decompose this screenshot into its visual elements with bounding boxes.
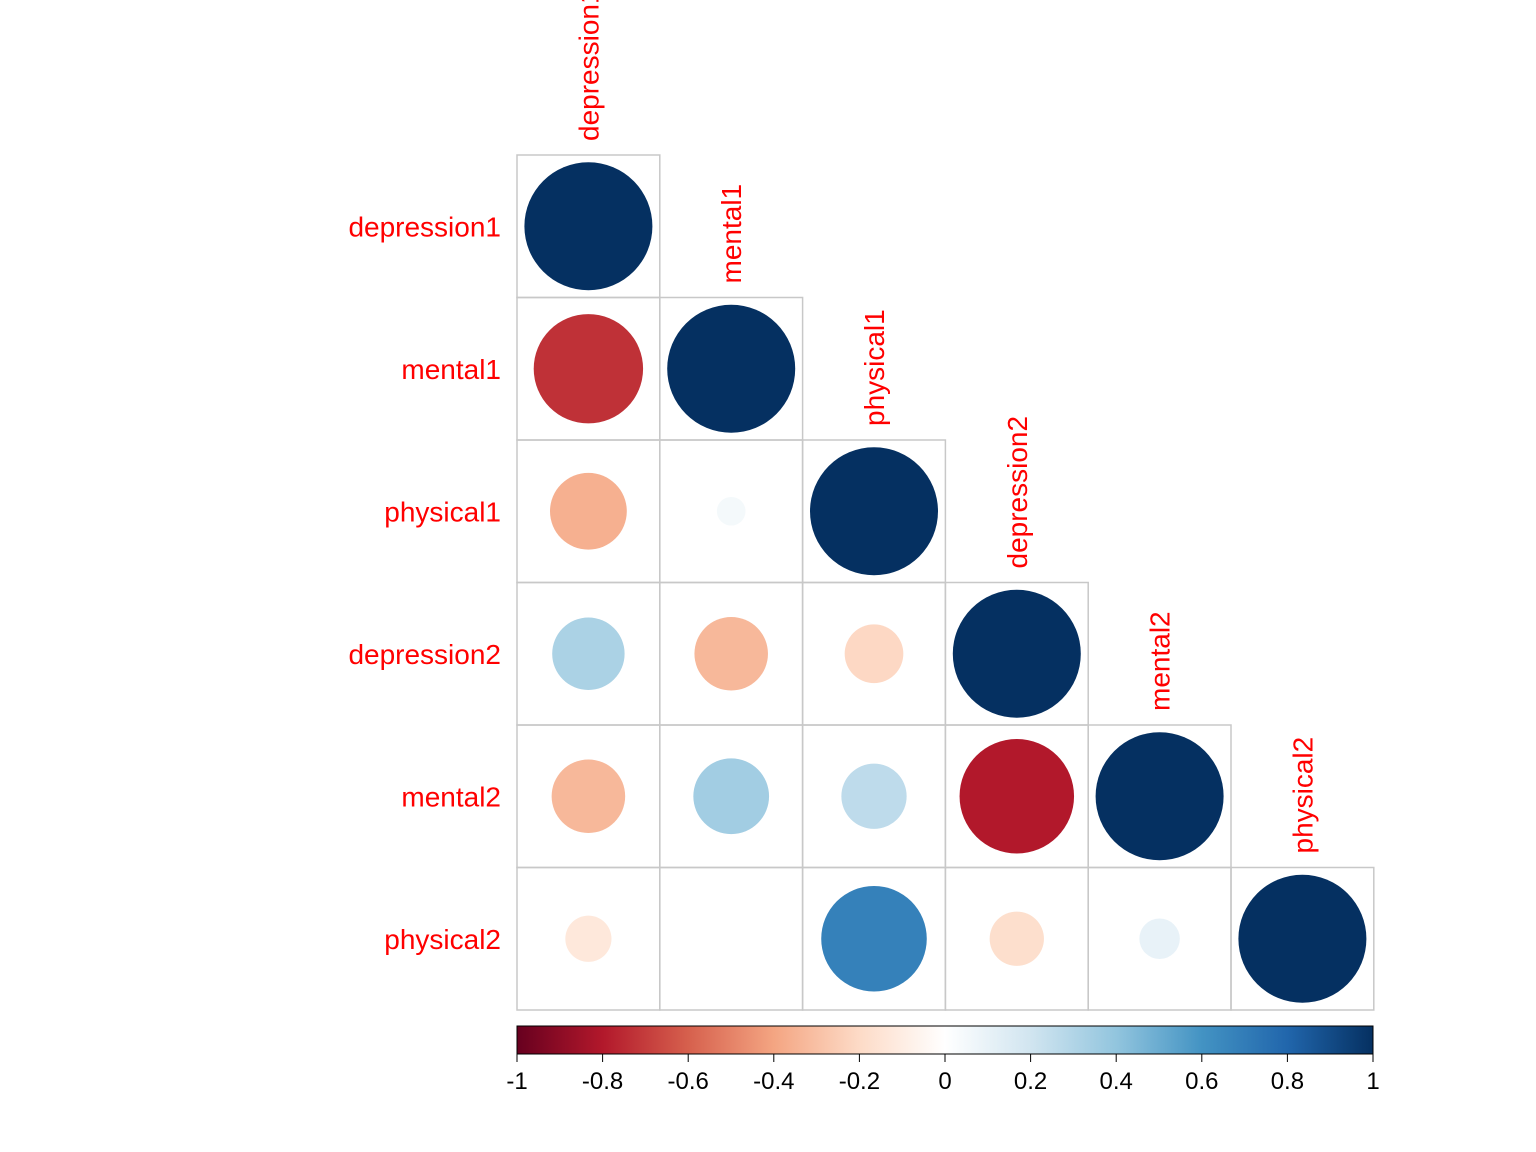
column-label: mental1 (716, 184, 747, 284)
column-labels: depression1 mental1 physical1 depression2 me… (573, 0, 1318, 854)
correlation-circle (693, 758, 770, 835)
colorbar-tick-label: 0.4 (1100, 1068, 1133, 1095)
column-label: depression2 (1002, 416, 1033, 569)
matrix-cells (516, 154, 1375, 1011)
correlation-circle (952, 589, 1081, 718)
colorbar-tick-label: 0.2 (1014, 1068, 1047, 1095)
colorbar: -1 -0.8 -0.6 -0.4 -0.2 0 0.2 0.4 0.6 0.8 1 (506, 1025, 1380, 1095)
correlation-circle (524, 162, 653, 291)
colorbar-tick-label: 0.8 (1271, 1068, 1304, 1095)
correlation-circle (1238, 874, 1367, 1003)
colorbar-gradient (516, 1025, 1374, 1055)
column-label: depression1 (573, 0, 604, 141)
row-label: depression1 (348, 211, 501, 242)
correlation-circle (565, 915, 612, 962)
correlation-circle (841, 763, 907, 829)
correlation-circle (989, 911, 1044, 966)
correlation-circle (821, 885, 927, 992)
colorbar-tick-label: -0.2 (839, 1068, 880, 1095)
correlation-circle (810, 447, 938, 576)
correlation-circles (524, 162, 1367, 1003)
row-label: depression2 (348, 639, 501, 670)
row-label: physical1 (384, 496, 501, 527)
column-label: physical1 (859, 309, 890, 426)
colorbar-tick-label: -0.6 (668, 1068, 709, 1095)
row-label: mental1 (401, 354, 501, 385)
row-label: mental2 (401, 781, 501, 812)
correlation-circle (1095, 732, 1224, 861)
correlation-circle (716, 496, 746, 526)
matrix-cell (1230, 866, 1375, 1011)
colorbar-tick-label: -0.8 (582, 1068, 623, 1095)
row-labels: depression1 mental1 physical1 depression2 me… (348, 211, 501, 955)
correlation-circle (844, 624, 904, 684)
correlation-circle (551, 759, 626, 834)
correlation-circle (533, 314, 644, 424)
colorbar-tick-label: -1 (506, 1068, 527, 1095)
matrix-cell (659, 866, 804, 1011)
correlation-circle (1139, 918, 1180, 959)
colorbar-tick-label: 1 (1366, 1068, 1379, 1095)
column-label: physical2 (1287, 737, 1318, 854)
correlation-circle (959, 739, 1075, 854)
column-label: mental2 (1145, 611, 1176, 711)
correlation-circle (667, 304, 796, 433)
colorbar-tick-label: 0 (938, 1068, 951, 1095)
colorbar-tick-label: 0.6 (1185, 1068, 1218, 1095)
correlation-circle (550, 472, 627, 550)
row-label: physical2 (384, 924, 501, 955)
colorbar-tick-label: -0.4 (753, 1068, 794, 1095)
correlation-circle (552, 617, 625, 690)
correlation-circle (694, 616, 768, 691)
